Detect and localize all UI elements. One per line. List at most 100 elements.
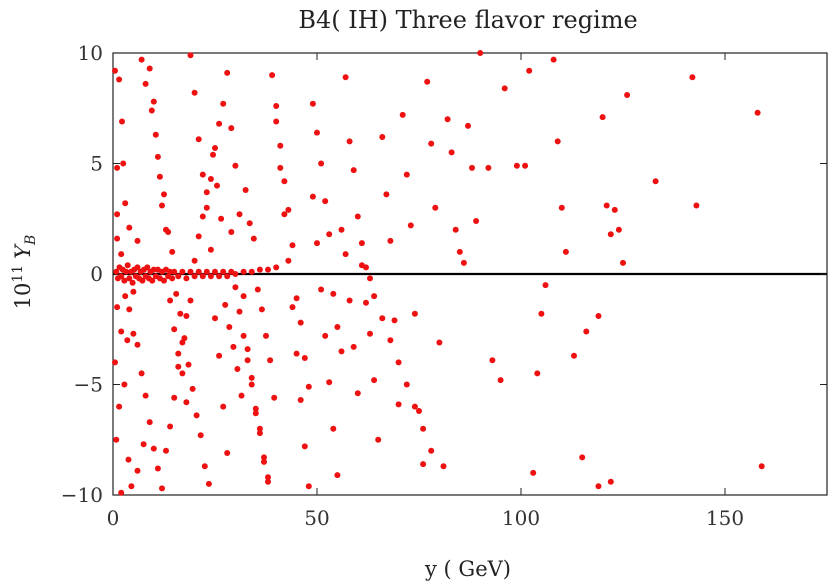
data-point	[424, 78, 431, 85]
data-point	[199, 273, 206, 280]
data-point	[293, 295, 300, 302]
y-tick-label: 10	[78, 41, 103, 65]
data-point	[216, 120, 223, 127]
data-point	[185, 361, 192, 368]
data-point	[171, 326, 178, 333]
data-point	[163, 447, 169, 454]
data-point	[212, 315, 218, 322]
data-point	[242, 187, 249, 193]
data-point	[599, 114, 606, 121]
data-point	[338, 348, 345, 355]
data-point	[367, 330, 373, 337]
data-point	[167, 297, 174, 304]
data-point	[256, 430, 263, 437]
data-point	[342, 74, 349, 81]
data-point	[265, 474, 271, 481]
data-point	[142, 80, 149, 87]
data-point	[210, 151, 216, 158]
data-point	[154, 153, 161, 160]
data-point	[263, 332, 269, 339]
data-point	[693, 202, 700, 209]
data-point	[420, 461, 427, 468]
data-point	[277, 164, 284, 171]
data-point	[420, 425, 427, 432]
data-point	[309, 100, 316, 107]
data-point	[758, 463, 765, 470]
data-point	[363, 299, 369, 306]
data-point	[254, 286, 261, 293]
data-point	[342, 251, 349, 258]
data-point	[289, 242, 296, 249]
data-point	[140, 441, 147, 448]
axis-tick-labels: 0 50 100 150 −10 −5 0 5 10	[61, 41, 744, 530]
data-point	[620, 259, 626, 266]
data-point	[550, 56, 557, 63]
data-point	[175, 273, 182, 280]
x-tick-label: 150	[706, 506, 744, 530]
data-point	[265, 478, 271, 485]
data-point	[240, 268, 247, 275]
data-point	[230, 343, 237, 350]
data-point	[375, 436, 382, 443]
data-point	[624, 92, 631, 98]
data-point	[138, 370, 145, 377]
data-point	[159, 485, 165, 492]
data-point	[277, 142, 284, 149]
data-point	[554, 138, 561, 145]
data-point	[293, 350, 300, 357]
data-point	[248, 381, 255, 388]
data-point	[301, 443, 308, 450]
data-point	[689, 74, 696, 81]
data-point	[326, 231, 333, 238]
y-tick-label: 0	[90, 262, 103, 286]
svg-text:1011YB: 1011YB	[10, 235, 39, 310]
data-point	[403, 381, 410, 388]
data-point	[538, 310, 545, 317]
data-point	[603, 202, 610, 209]
data-point	[146, 419, 153, 426]
data-point	[152, 131, 159, 138]
data-point	[144, 264, 151, 271]
data-point	[179, 370, 186, 377]
data-point	[124, 337, 131, 344]
data-point	[240, 332, 247, 339]
data-point	[121, 381, 128, 388]
data-point	[224, 273, 231, 280]
data-point	[169, 275, 176, 282]
data-point	[118, 251, 125, 258]
data-point	[318, 160, 325, 167]
data-point	[477, 50, 484, 56]
data-point	[452, 226, 459, 233]
data-point	[428, 140, 435, 147]
data-point	[175, 350, 182, 357]
data-point	[281, 211, 288, 218]
data-point	[244, 346, 251, 353]
chart-title: B4( IH) Three flavor regime	[298, 6, 637, 34]
data-point	[224, 69, 231, 76]
data-point	[448, 149, 455, 156]
data-point	[346, 297, 353, 304]
data-point	[301, 355, 308, 361]
data-point	[220, 268, 227, 275]
data-point	[346, 138, 353, 145]
data-point	[305, 383, 312, 390]
data-point	[207, 246, 214, 253]
data-point	[161, 277, 167, 284]
data-point	[205, 480, 212, 487]
data-point	[122, 293, 129, 300]
data-point	[218, 215, 225, 222]
data-point	[497, 377, 504, 384]
data-point	[179, 268, 186, 275]
data-point	[285, 206, 292, 213]
data-point	[530, 469, 537, 476]
data-point	[112, 359, 118, 366]
data-point	[123, 268, 130, 275]
data-point	[116, 76, 123, 83]
data-point	[562, 248, 569, 255]
axis-ticks	[112, 52, 827, 496]
data-point	[183, 313, 190, 319]
data-point	[440, 463, 447, 470]
data-point	[159, 202, 165, 209]
data-point	[334, 324, 341, 330]
data-point	[199, 213, 206, 220]
